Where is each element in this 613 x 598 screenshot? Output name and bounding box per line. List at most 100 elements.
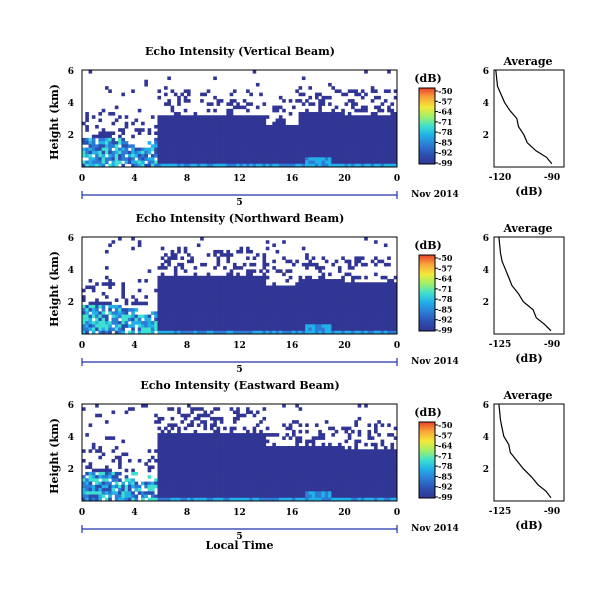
heatmap-cell bbox=[232, 433, 237, 437]
heatmap-cell bbox=[242, 99, 247, 103]
heatmap-cell bbox=[298, 308, 303, 312]
heatmap-cell bbox=[269, 433, 273, 437]
heatmap-cell bbox=[170, 147, 175, 152]
heatmap-cell bbox=[285, 291, 290, 296]
heatmap-cell bbox=[95, 157, 99, 161]
heatmap-cell bbox=[239, 488, 244, 492]
heatmap-cell bbox=[288, 154, 293, 158]
heatmap-cell bbox=[141, 163, 145, 168]
heatmap-cell bbox=[387, 484, 391, 489]
heatmap-cell bbox=[311, 256, 316, 260]
heatmap-cell bbox=[265, 452, 270, 457]
heatmap-cell bbox=[308, 465, 313, 470]
heatmap-cell bbox=[337, 298, 342, 303]
heatmap-cell bbox=[226, 134, 231, 139]
heatmap-cell bbox=[351, 324, 355, 328]
heatmap-cell bbox=[367, 465, 372, 470]
heatmap-cell bbox=[249, 311, 253, 315]
heatmap-cell bbox=[137, 154, 142, 158]
heatmap-cell bbox=[229, 327, 234, 332]
heatmap-cell bbox=[321, 144, 326, 148]
heatmap-cell bbox=[124, 494, 129, 499]
heatmap-cell bbox=[390, 311, 395, 315]
heatmap-cell bbox=[167, 157, 171, 161]
heatmap-cell bbox=[121, 308, 126, 312]
heatmap-cell bbox=[157, 497, 162, 502]
heatmap-cell bbox=[167, 446, 171, 450]
heatmap-cell bbox=[259, 433, 263, 437]
heatmap-cell bbox=[324, 475, 329, 479]
heatmap-cell bbox=[164, 134, 168, 139]
heatmap-cell bbox=[104, 282, 109, 286]
heatmap-cell bbox=[85, 321, 89, 325]
heatmap-cell bbox=[111, 282, 116, 286]
heatmap-cell bbox=[173, 134, 178, 139]
heatmap-cell bbox=[170, 141, 175, 145]
heatmap-cell bbox=[239, 497, 244, 502]
heatmap-cell bbox=[193, 452, 198, 457]
heatmap-cell bbox=[272, 134, 276, 139]
heatmap-cell bbox=[164, 321, 168, 325]
heatmap-cell bbox=[229, 436, 234, 440]
heatmap-cell bbox=[229, 118, 234, 123]
heatmap-cell bbox=[272, 291, 276, 296]
heatmap-cell bbox=[383, 124, 388, 129]
heatmap-cell bbox=[387, 137, 391, 142]
heatmap-cell bbox=[357, 481, 362, 486]
heatmap-cell bbox=[242, 446, 247, 450]
heatmap-cell bbox=[344, 118, 349, 123]
heatmap-cell bbox=[111, 484, 116, 489]
heatmap-cell bbox=[393, 163, 398, 168]
heatmap-cell bbox=[265, 314, 270, 319]
heatmap-cell bbox=[167, 488, 171, 492]
heatmap-cell bbox=[393, 468, 398, 473]
heatmap-cell bbox=[249, 121, 253, 126]
heatmap-cell bbox=[108, 89, 112, 93]
heatmap-cell bbox=[242, 484, 247, 489]
heatmap-cell bbox=[144, 295, 148, 299]
heatmap-cell bbox=[239, 314, 244, 319]
heatmap-cell bbox=[223, 446, 227, 450]
heatmap-cell bbox=[377, 154, 381, 158]
heatmap-cell bbox=[354, 462, 358, 466]
heatmap-cell bbox=[374, 89, 378, 93]
heatmap-cell bbox=[213, 452, 217, 457]
heatmap-cell bbox=[301, 118, 306, 123]
heatmap-cell bbox=[272, 295, 276, 299]
heatmap-cell bbox=[288, 160, 293, 165]
heatmap-cell bbox=[154, 137, 158, 142]
heatmap-cell bbox=[311, 291, 316, 296]
heatmap-cell bbox=[328, 295, 332, 299]
heatmap-cell bbox=[318, 465, 322, 470]
heatmap-cell bbox=[111, 240, 116, 244]
heatmap-cell bbox=[370, 308, 375, 312]
heatmap-cell bbox=[262, 128, 267, 132]
heatmap-cell bbox=[164, 449, 168, 453]
heatmap-cell bbox=[144, 150, 148, 155]
heatmap-cell bbox=[206, 301, 211, 306]
heatmap-cell bbox=[292, 494, 296, 499]
heatmap-cell bbox=[393, 128, 398, 132]
heatmap-cell bbox=[187, 321, 191, 325]
heatmap-cell bbox=[164, 314, 168, 319]
heatmap-cell bbox=[252, 144, 257, 148]
heatmap-cell bbox=[377, 105, 381, 110]
heatmap-cell bbox=[167, 134, 171, 139]
heatmap-cell bbox=[311, 141, 316, 145]
heatmap-cell bbox=[177, 433, 181, 437]
heatmap-cell bbox=[305, 298, 309, 303]
heatmap-cell bbox=[226, 291, 231, 296]
heatmap-cell bbox=[229, 269, 234, 273]
heatmap-cell bbox=[167, 282, 171, 286]
heatmap-cell bbox=[226, 433, 231, 437]
heatmap-cell bbox=[193, 298, 198, 303]
heatmap-cell bbox=[354, 295, 358, 299]
heatmap-cell bbox=[321, 147, 326, 152]
heatmap-cell bbox=[203, 465, 208, 470]
heatmap-cell bbox=[180, 433, 185, 437]
heatmap-cell bbox=[193, 439, 198, 444]
heatmap-cell bbox=[154, 314, 158, 319]
heatmap-cell bbox=[255, 494, 260, 499]
heatmap-cell bbox=[278, 321, 283, 325]
heatmap-cell bbox=[108, 330, 112, 335]
